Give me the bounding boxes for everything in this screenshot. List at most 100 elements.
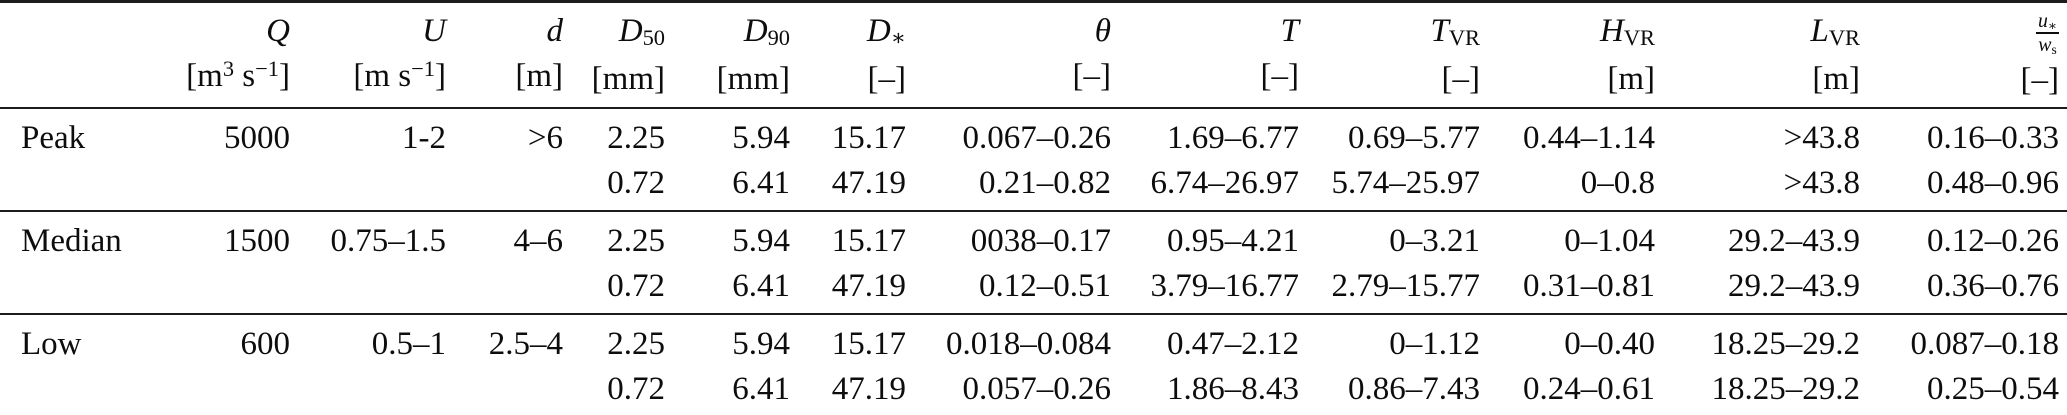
unit-Dstar: [–] [867,61,906,97]
table-row: 0.72 6.41 47.19 0.21–0.82 6.74–26.97 5.7… [0,161,2067,211]
table-row: Peak 5000 1-2 >6 2.25 5.94 15.17 0.067–0… [0,108,2067,161]
cell: 0.018–0.084 [946,325,1111,362]
cell: 0.72 [607,164,665,201]
cell: 15.17 [831,222,906,259]
cell: 0038–0.17 [970,222,1111,259]
unit-Q: [m3 s−1] [186,55,290,94]
cell: 5000 [224,119,290,156]
symbol-T: T [1280,13,1299,49]
col-header-row-label [0,1,130,109]
cell: 6.74–26.97 [1150,164,1300,201]
cell: 0.12–0.51 [979,267,1111,304]
row-label-empty [0,367,130,415]
symbol-Q: Q [266,13,290,49]
cell: 0.36–0.76 [1927,267,2059,304]
cell: 0.25–0.54 [1927,370,2059,407]
cell: 18.25–29.2 [1711,325,1861,362]
col-header-velocity: U [m s−1] [290,1,446,109]
cell: 2.79–15.77 [1331,267,1481,304]
cell: 0.087–0.18 [1910,325,2060,362]
col-header-HVR: HVR [m] [1480,1,1655,109]
cell: 0.47–2.12 [1167,325,1299,362]
cell: >43.8 [1783,164,1860,201]
cell: 0.31–0.81 [1523,267,1655,304]
cell [290,264,446,314]
symbol-ustar-ws-fraction: u∗ ws [2035,10,2059,57]
section-low: Low 600 0.5–1 2.5–4 2.25 5.94 15.17 0.01… [0,313,2067,415]
cell: 600 [240,325,291,362]
cell: 5.94 [732,325,790,362]
col-header-TVR: TVR [–] [1299,1,1480,109]
cell: 18.25–29.2 [1711,370,1861,407]
col-header-D90: D90 [mm] [665,1,790,109]
row-label-low: Low [21,325,82,362]
symbol-Dstar: D∗ [866,13,906,51]
cell: 0.72 [607,370,665,407]
cell [290,367,446,415]
col-header-depth: d [m] [446,1,564,109]
section-median: Median 1500 0.75–1.5 4–6 2.25 5.94 15.17… [0,210,2067,314]
cell [130,367,290,415]
cell: >43.8 [1783,119,1860,156]
unit-D50: [mm] [591,61,665,97]
cell: 1-2 [402,119,446,156]
cell: 0.86–7.43 [1348,370,1480,407]
table-row: 0.72 6.41 47.19 0.12–0.51 3.79–16.77 2.7… [0,264,2067,314]
cell [446,367,563,415]
cell: 6.41 [732,370,790,407]
cell: 1.86–8.43 [1167,370,1299,407]
cell [290,161,446,211]
row-label-empty [0,161,130,211]
symbol-TVR: TVR [1430,13,1480,51]
cell: 0.75–1.5 [330,222,447,259]
cell: 0.44–1.14 [1523,119,1655,156]
unit-U: [m s−1] [353,55,446,94]
cell: 3.79–16.77 [1150,267,1300,304]
unit-LVR: [m] [1812,61,1860,97]
cell: 0.48–0.96 [1927,164,2059,201]
col-header-D50: D50 [mm] [563,1,665,109]
symbol-LVR: LVR [1810,13,1860,51]
col-header-ustar-ws-ratio: u∗ ws [–] [1860,1,2067,109]
cell: 6.41 [732,164,790,201]
symbol-D50: D50 [618,13,665,51]
unit-T: [–] [1260,58,1299,94]
table-row: Median 1500 0.75–1.5 4–6 2.25 5.94 15.17… [0,211,2067,264]
table-row: Low 600 0.5–1 2.5–4 2.25 5.94 15.17 0.01… [0,314,2067,367]
cell: 0.5–1 [371,325,446,362]
col-header-theta: θ [–] [906,1,1111,109]
col-header-T: T [–] [1111,1,1299,109]
cell: 0.067–0.26 [962,119,1112,156]
row-label-empty [0,264,130,314]
cell: 4–6 [513,222,564,259]
symbol-U: U [422,13,446,49]
cell: 29.2–43.9 [1728,222,1860,259]
cell: 15.17 [831,119,906,156]
cell: 2.25 [607,325,665,362]
unit-D90: [mm] [716,61,790,97]
cell: 0.69–5.77 [1348,119,1480,156]
symbol-d: d [546,13,564,49]
cell: 0–0.8 [1580,164,1655,201]
header-row: Q [m3 s−1] U [m s−1] d [m] D50 [mm] D90 … [0,1,2067,109]
cell [446,264,563,314]
cell [446,161,563,211]
col-header-discharge: Q [m3 s−1] [130,1,290,109]
cell: 2.5–4 [488,325,563,362]
cell: 0.21–0.82 [979,164,1111,201]
cell: 47.19 [831,370,906,407]
cell: 0.72 [607,267,665,304]
cell: 0–3.21 [1389,222,1480,259]
cell: 5.74–25.97 [1331,164,1481,201]
col-header-Dstar: D∗ [–] [790,1,906,109]
symbol-D90: D90 [743,13,790,51]
table-header: Q [m3 s−1] U [m s−1] d [m] D50 [mm] D90 … [0,1,2067,109]
cell: 6.41 [732,267,790,304]
symbol-theta: θ [1094,13,1111,49]
cell: 1500 [224,222,290,259]
row-label-peak: Peak [21,119,86,156]
cell: 47.19 [831,164,906,201]
cell [130,161,290,211]
